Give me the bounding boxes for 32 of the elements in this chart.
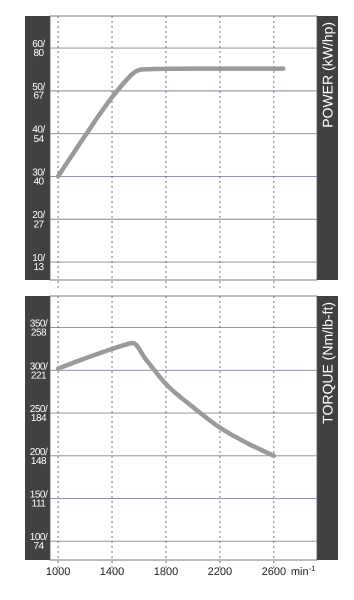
y2-tick-label: 148 [30,456,48,467]
y2-tick-label: 184 [30,413,48,424]
y-tick-label: 250/ [30,404,48,416]
text: POWER (kW/hp) [320,22,336,128]
x-tick-label: 2200 [208,566,232,578]
y-tick-label: 60/ [32,39,46,50]
y-tick-label: 40/ [32,124,46,136]
y2-tick-label: 27 [33,219,44,230]
x-tick-label: 2600 [262,566,286,578]
y-tick-label: 50/ [32,82,46,93]
y2-tick-label: 74 [33,541,44,552]
y-tick-label: 150/ [30,489,48,500]
y2-tick-label: 54 [33,134,44,145]
x-tick-label: 1400 [100,566,124,578]
text: TORQUE (Nm/lb-ft) [320,302,336,424]
y-tick-label: 20/ [32,210,46,222]
y2-tick-label: 258 [30,328,48,339]
y-tick-label: 350/ [30,318,48,330]
y-tick-label: 100/ [30,532,48,544]
y2-tick-label: 80 [33,48,44,59]
x-axis-title: min$^{-1}$ [290,564,316,578]
y2-tick-label: 13 [33,262,44,274]
y2-tick-label: 221 [30,370,48,382]
y-tick-label: 10/ [32,253,46,264]
y-tick-label: 30/ [32,167,46,178]
y2-tick-label: 40 [33,176,44,188]
x-tick-label: 1000 [46,566,70,578]
y2-tick-label: 67 [33,90,44,102]
y-tick-label: 200/ [30,446,48,458]
x-tick-label: 1800 [154,566,178,578]
y2-tick-label: 111 [32,498,46,510]
y-tick-label: 300/ [30,361,48,372]
